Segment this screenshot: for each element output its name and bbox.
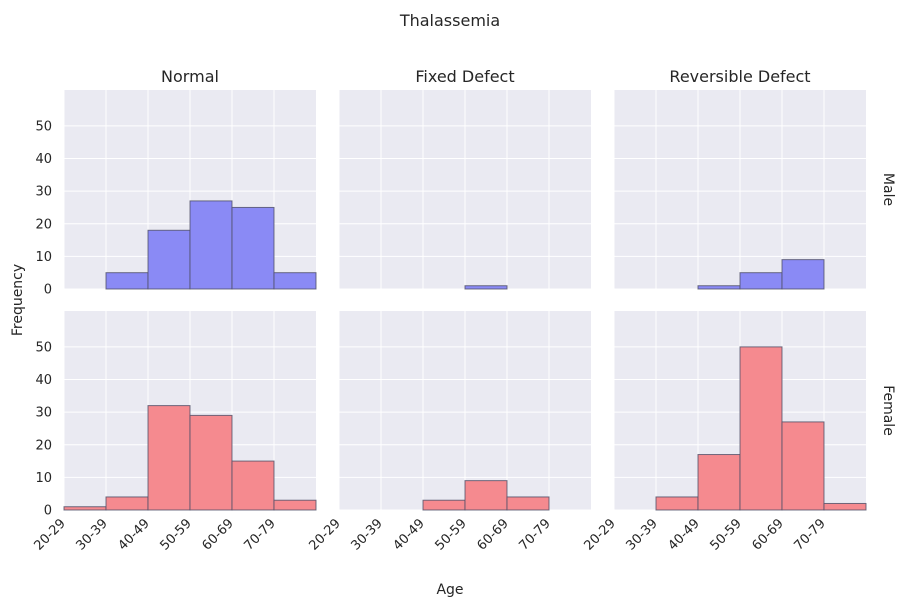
bar-female-fixed-defect-40-49 (422, 499, 466, 511)
bar-male-normal-60-69 (231, 206, 275, 290)
bar-female-normal-50-59 (189, 414, 233, 511)
bar-male-normal-30-39 (105, 272, 149, 290)
y-tick-label: 20 (35, 217, 52, 232)
y-tick-label: 40 (35, 152, 52, 167)
bar-male-reversible-defect-40-49 (697, 285, 741, 290)
y-tick-label: 10 (35, 250, 52, 265)
column-title-fixed-defect: Fixed Defect (415, 67, 514, 86)
bar-female-reversible-defect-70-79 (823, 502, 867, 511)
x-tick-label-50-59: 50-59 (708, 516, 745, 553)
bar-female-normal-20-29 (63, 506, 107, 511)
x-tick-label-50-59: 50-59 (158, 516, 195, 553)
x-tick-label-70-79: 70-79 (792, 516, 829, 553)
panel-female-normal: 0 10 20 30 40 50 20-29 30-39 40-49 50-59 60-69 70-7… (32, 311, 317, 554)
x-tick-label-50-59: 50-59 (433, 516, 470, 553)
column-title-reversible-defect: Reversible Defect (669, 67, 810, 86)
panels-group: 0 10 20 30 40 50 Normal Fixed Defect Reversible … (32, 67, 896, 554)
bar-female-fixed-defect-50-59 (464, 480, 508, 511)
panel-male-fixed-defect: Fixed Defect (338, 67, 591, 290)
x-tick-label-40-49: 40-49 (391, 516, 428, 553)
x-tick-label-30-39: 30-39 (74, 516, 111, 553)
x-tick-label-20-29: 20-29 (307, 516, 344, 553)
y-tick-label: 10 (35, 471, 52, 486)
x-tick-label-40-49: 40-49 (116, 516, 153, 553)
y-tick-label: 50 (35, 119, 52, 134)
x-tick-label-40-49: 40-49 (666, 516, 703, 553)
y-tick-label: 40 (35, 373, 52, 388)
y-tick-label: 30 (35, 406, 52, 421)
y-axis-label: Frequency (10, 264, 26, 336)
row-label-female: Female (880, 385, 896, 436)
x-tick-label-60-69: 60-69 (750, 516, 787, 553)
y-tick-label: 50 (35, 340, 52, 355)
x-axis-label: Age (436, 582, 463, 598)
bar-female-reversible-defect-60-69 (781, 421, 825, 511)
x-tick-label-20-29: 20-29 (32, 516, 69, 553)
bar-female-reversible-defect-50-59 (739, 346, 783, 511)
x-tick-label-30-39: 30-39 (624, 516, 661, 553)
x-tick-label-30-39: 30-39 (349, 516, 386, 553)
panel-male-normal: 0 10 20 30 40 50 Normal (35, 67, 317, 298)
chart-title: Thalassemia (399, 11, 500, 30)
bar-male-fixed-defect-50-59 (464, 285, 508, 290)
panel-female-reversible-defect: 20-29 30-39 40-49 50-59 60-69 70-79 Female (582, 311, 896, 554)
x-tick-label-20-29: 20-29 (582, 516, 619, 553)
bar-female-fixed-defect-60-69 (506, 496, 550, 511)
bar-male-reversible-defect-60-69 (781, 259, 825, 290)
column-title-normal: Normal (161, 67, 219, 86)
x-tick-label-60-69: 60-69 (475, 516, 512, 553)
bar-male-normal-50-59 (189, 200, 233, 290)
bar-female-reversible-defect-30-39 (655, 496, 699, 511)
panel-female-fixed-defect: 20-29 30-39 40-49 50-59 60-69 70-79 (307, 311, 591, 554)
y-tick-label: 20 (35, 438, 52, 453)
bar-female-normal-70-79 (273, 499, 317, 511)
y-tick-label: 30 (35, 185, 52, 200)
y-tick-label: 0 (44, 504, 52, 519)
bar-male-normal-70-79 (273, 272, 317, 290)
x-tick-label-70-79: 70-79 (242, 516, 279, 553)
bar-male-normal-40-49 (147, 229, 191, 290)
x-tick-label-70-79: 70-79 (517, 516, 554, 553)
bar-female-reversible-defect-40-49 (697, 454, 741, 511)
bar-male-reversible-defect-50-59 (739, 272, 783, 290)
bar-female-normal-40-49 (147, 405, 191, 511)
bar-female-normal-30-39 (105, 496, 149, 511)
panel-male-reversible-defect: Reversible Defect Male (613, 67, 896, 290)
bar-female-normal-60-69 (231, 460, 275, 511)
y-tick-label: 0 (44, 283, 52, 298)
row-label-male: Male (880, 173, 896, 206)
x-tick-label-60-69: 60-69 (200, 516, 237, 553)
